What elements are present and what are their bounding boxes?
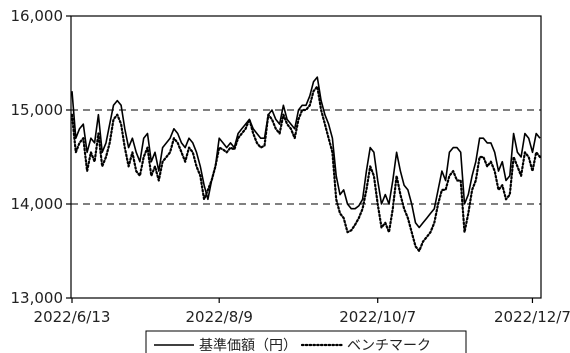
x-tick-label: 2022/10/7 xyxy=(339,308,416,326)
plot-frame xyxy=(71,16,541,298)
y-tick-label: 13,000 xyxy=(11,289,64,307)
legend: 基準価額（円） ベンチマーク xyxy=(146,331,466,353)
y-axis: 13,000 14,000 15,000 16,000 xyxy=(11,7,72,307)
series-layer xyxy=(72,77,540,251)
x-tick-label: 2022/12/7 xyxy=(494,308,570,326)
x-tick-label: 2022/8/9 xyxy=(186,308,253,326)
y-tick-label: 16,000 xyxy=(11,7,64,25)
x-axis: 2022/6/13 2022/8/9 2022/10/7 2022/12/7 xyxy=(34,298,570,326)
y-tick-label: 14,000 xyxy=(11,195,64,213)
gridlines xyxy=(71,110,541,204)
series-line-2 xyxy=(72,87,540,252)
x-tick-label: 2022/6/13 xyxy=(34,308,111,326)
y-tick-label: 15,000 xyxy=(11,101,64,119)
legend-label-2: ベンチマーク xyxy=(347,338,431,353)
legend-label-1: 基準価額（円） xyxy=(199,337,297,353)
